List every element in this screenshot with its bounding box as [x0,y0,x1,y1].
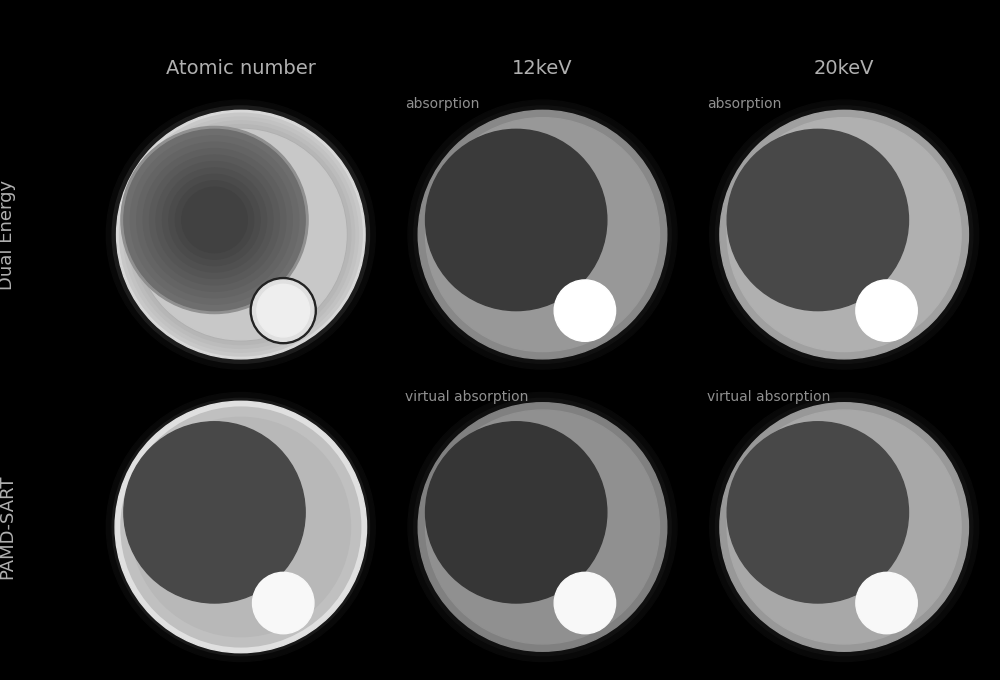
Circle shape [173,167,309,303]
Circle shape [106,100,375,369]
Text: PAMD-SART: PAMD-SART [0,475,16,579]
Circle shape [175,181,254,259]
Circle shape [408,100,677,369]
Circle shape [180,174,301,295]
Circle shape [143,149,286,291]
Circle shape [123,117,358,352]
Circle shape [131,418,350,636]
Circle shape [124,422,305,603]
Circle shape [130,136,299,304]
Circle shape [146,140,336,329]
Circle shape [138,132,343,337]
Circle shape [112,106,369,363]
Circle shape [720,403,968,651]
Circle shape [131,124,351,345]
Circle shape [554,573,616,634]
Circle shape [142,136,339,333]
Circle shape [162,168,267,272]
Circle shape [115,401,367,653]
Circle shape [106,392,375,662]
Circle shape [727,118,961,352]
Circle shape [124,129,305,311]
Circle shape [165,159,317,310]
Circle shape [727,422,908,603]
Circle shape [135,129,347,341]
Circle shape [720,110,968,359]
Circle shape [250,277,316,343]
Circle shape [150,155,279,285]
Circle shape [426,410,659,644]
Circle shape [710,100,979,369]
Circle shape [169,174,260,266]
Circle shape [119,114,362,356]
Circle shape [727,129,908,311]
Circle shape [856,573,917,634]
Text: absorption: absorption [707,97,781,111]
Circle shape [150,143,332,326]
Circle shape [184,178,298,291]
Circle shape [112,398,369,656]
Circle shape [121,407,361,647]
Circle shape [554,280,616,341]
Text: 12keV: 12keV [512,59,573,78]
Circle shape [727,410,961,644]
Circle shape [169,163,313,307]
Circle shape [156,162,273,279]
Circle shape [253,280,314,341]
Text: virtual absorption: virtual absorption [405,390,528,403]
Circle shape [177,170,305,299]
Circle shape [716,398,973,656]
Circle shape [161,155,320,314]
Circle shape [856,280,917,341]
Circle shape [408,392,677,662]
Circle shape [117,110,365,359]
Circle shape [426,118,659,352]
Circle shape [426,422,607,603]
Circle shape [157,151,324,318]
Circle shape [418,403,667,651]
Text: 20keV: 20keV [814,59,874,78]
Circle shape [253,573,314,634]
Circle shape [154,148,328,322]
Circle shape [414,398,671,656]
Circle shape [710,392,979,662]
Circle shape [182,187,247,253]
Circle shape [414,106,671,363]
Circle shape [137,142,292,298]
Text: Dual Energy: Dual Energy [0,180,16,290]
Circle shape [418,110,667,359]
Text: absorption: absorption [405,97,479,111]
Circle shape [257,284,310,337]
Text: virtual absorption: virtual absorption [707,390,830,403]
Circle shape [121,126,308,313]
Circle shape [127,121,355,348]
Circle shape [716,106,973,363]
Circle shape [426,129,607,311]
Circle shape [136,129,346,340]
Text: Atomic number: Atomic number [166,59,316,78]
